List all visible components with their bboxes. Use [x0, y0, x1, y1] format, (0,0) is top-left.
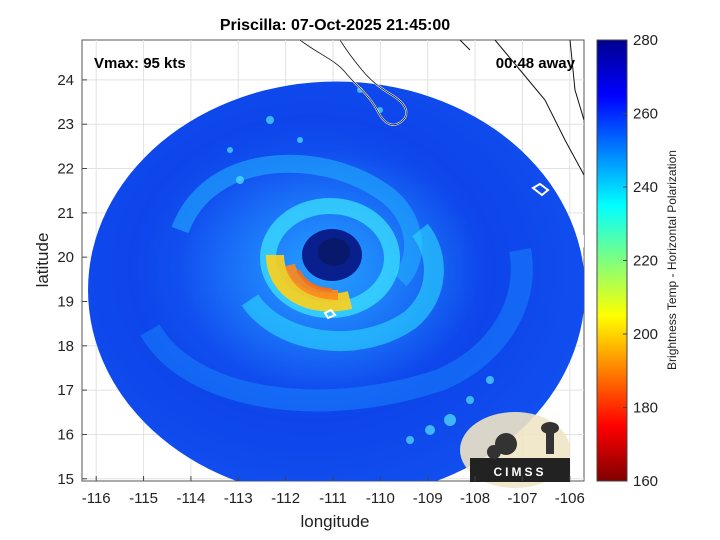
colorbar-tick-label: 240	[633, 179, 658, 196]
y-tick-label: 23	[57, 116, 74, 133]
y-tick-label: 21	[57, 205, 74, 222]
y-tick-label: 17	[57, 382, 74, 399]
eyewall-warm-sector	[266, 254, 353, 312]
chart-title: Priscilla: 07-Oct-2025 21:45:00	[220, 17, 450, 34]
colorbar-tick-label: 280	[633, 32, 658, 49]
colorbar-tick-label: 200	[633, 326, 658, 343]
spiral-band-outer	[140, 247, 533, 412]
x-tick-label: -107	[507, 490, 537, 507]
convective-speckles	[227, 87, 494, 444]
y-tick-label: 18	[57, 338, 74, 355]
x-tick-label: -109	[413, 490, 443, 507]
colorbar-tick-label: 220	[633, 253, 658, 270]
y-tick-label: 20	[57, 249, 74, 266]
spiral-band-south	[241, 223, 444, 351]
colorbar: 160 180 200 220 240 260 280 Brightness Temp - …	[596, 32, 679, 490]
x-tick-label: -110	[366, 490, 395, 507]
imagery-layer	[88, 40, 584, 481]
y-axis-label: latitude	[33, 233, 52, 288]
vmax-annotation: Vmax: 95 kts	[94, 55, 186, 72]
y-tick-label: 24	[57, 72, 74, 89]
logo-text: CIMSS	[493, 465, 546, 479]
colorbar-label: Brightness Temp - Horizontal Polarizatio…	[665, 150, 679, 370]
eyewall-inner	[296, 269, 333, 292]
coastline-background	[459, 40, 584, 176]
colorbar-ticks: 160 180 200 220 240 260 280	[623, 32, 658, 490]
x-tick-label: -114	[176, 490, 205, 507]
x-axis: -116 -115 -114 -113 -112 -111 -110 -109 -108 -107…	[82, 476, 585, 507]
x-tick-label: -112	[271, 490, 300, 507]
colorbar-tick-label: 160	[633, 473, 658, 490]
time-away-annotation: 00:48 away	[496, 55, 576, 72]
coastline	[299, 40, 584, 320]
x-tick-label: -115	[129, 490, 158, 507]
colorbar-tick-label: 260	[633, 106, 658, 123]
eyewall-hot-core	[285, 263, 339, 300]
y-tick-label: 19	[57, 293, 74, 310]
spiral-band-north	[171, 154, 422, 287]
y-axis: 15 16 17 18 19 20 21 22 23 24	[57, 72, 87, 488]
x-tick-label: -113	[224, 490, 253, 507]
y-tick-label: 22	[57, 161, 74, 178]
x-tick-label: -111	[319, 490, 347, 507]
storm-eye-core	[318, 238, 350, 266]
colorbar-tick-label: 180	[633, 400, 658, 417]
colorbar-gradient	[596, 39, 628, 482]
y-tick-label: 16	[57, 426, 74, 443]
x-axis-label: longitude	[300, 512, 369, 531]
x-tick-label: -116	[82, 490, 111, 507]
x-tick-label: -108	[460, 490, 490, 507]
y-tick-label: 15	[57, 471, 74, 488]
cimss-logo: CIMSS	[460, 412, 570, 488]
x-tick-label: -106	[555, 490, 585, 507]
